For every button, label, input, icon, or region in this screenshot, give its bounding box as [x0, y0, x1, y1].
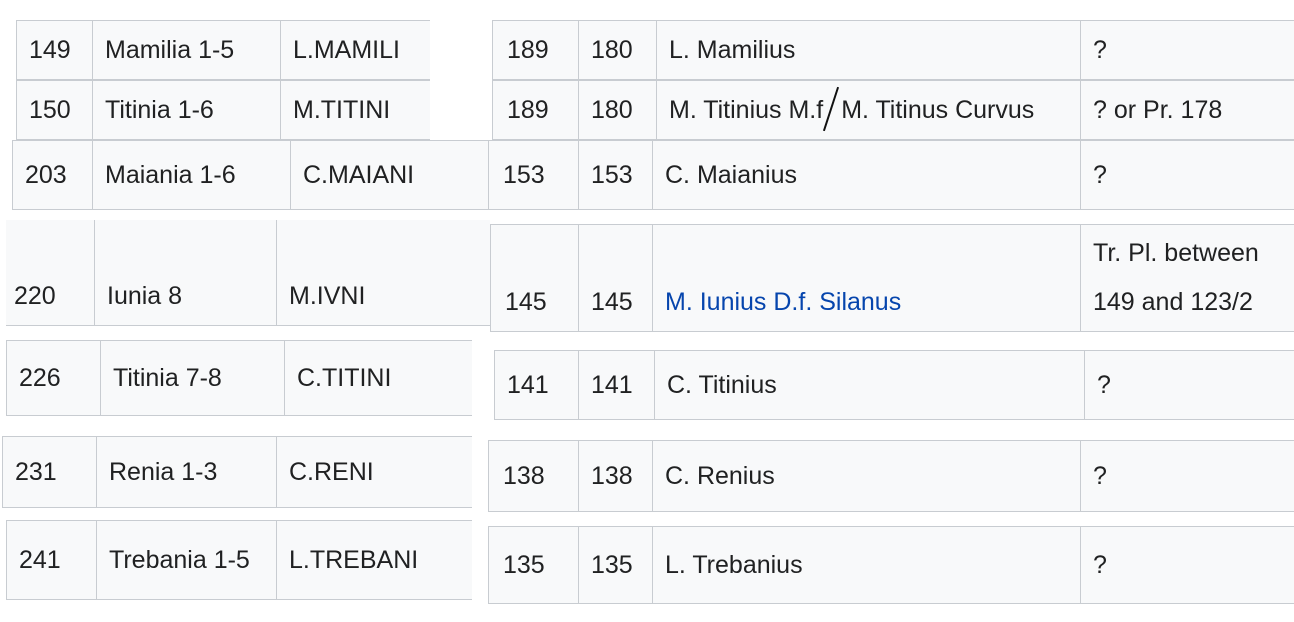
cell-moneyer: L. Mamilius: [656, 21, 1080, 79]
moneyer-name-b: M. Titinus Curvus: [841, 95, 1035, 124]
office-line-2: 149 and 123/2: [1093, 288, 1253, 316]
table-row-left: 149 Mamilia 1-5 L.MAMILI: [16, 20, 430, 80]
cell-legend: M.IVNI: [276, 220, 490, 325]
slash-mark: [823, 86, 840, 132]
table-row-right: 153 153 C. Maianius ?: [488, 140, 1294, 210]
table-row-left: 231 Renia 1-3 C.RENI: [2, 436, 472, 508]
table-row-right: 138 138 C. Renius ?: [488, 440, 1294, 512]
table-row-right: 189 180 M. Titinius M.f M. Titinus Curvu…: [492, 80, 1294, 140]
cell-no: 203: [12, 141, 92, 209]
cell-gens: Iunia 8: [94, 220, 276, 325]
cell-date2: 141: [578, 351, 654, 419]
cell-moneyer: C. Renius: [652, 441, 1080, 511]
table-row-left: 203 Maiania 1-6 C.MAIANI: [12, 140, 488, 210]
cell-date2: 135: [578, 527, 652, 603]
cell-gens: Titinia 7-8: [100, 341, 284, 415]
cell-date2: 153: [578, 141, 652, 209]
moneyer-name-a: M. Titinius M.f: [669, 95, 824, 124]
cell-office: ?: [1080, 21, 1294, 79]
table-row-left: 226 Titinia 7-8 C.TITINI: [6, 340, 472, 416]
cell-legend: M.TITINI: [280, 81, 430, 139]
table-row-left: 150 Titinia 1-6 M.TITINI: [16, 80, 430, 140]
cell-date1: 138: [488, 441, 578, 511]
cell-office: ?: [1080, 141, 1294, 209]
cell-gens: Mamilia 1-5: [92, 21, 276, 79]
cell-no: 231: [2, 437, 96, 507]
cell-date1: 189: [492, 21, 578, 79]
cell-no: 220: [14, 282, 56, 310]
cell-date1: 189: [492, 81, 578, 139]
cell-moneyer: C. Maianius: [652, 141, 1080, 209]
table-row-right: 135 135 L. Trebanius ?: [488, 526, 1294, 604]
table-row-right: 189 180 L. Mamilius ?: [492, 20, 1294, 80]
cell-date1: 153: [488, 141, 578, 209]
cell-date1: 135: [488, 527, 578, 603]
table-row-right: 141 141 C. Titinius ?: [494, 350, 1294, 420]
cell-no: 226: [6, 341, 100, 415]
cell-gens: Renia 1-3: [96, 437, 276, 507]
cell-office: ? or Pr. 178: [1080, 81, 1294, 139]
cell-office: ?: [1080, 527, 1294, 603]
cell-office: Tr. Pl. between 149 and 123/2: [1080, 225, 1294, 331]
cell-legend: L.MAMILI: [280, 21, 430, 79]
table-row-left: 241 Trebania 1-5 L.TREBANI: [6, 520, 472, 600]
cell-legend: C.MAIANI: [290, 141, 488, 209]
cell-moneyer: C. Titinius: [654, 351, 1084, 419]
cell-gens: Trebania 1-5: [96, 521, 276, 599]
cell-moneyer: M. Titinius M.f M. Titinus Curvus: [656, 81, 1080, 139]
cell-date2: 145: [578, 225, 652, 331]
cell-no: 149: [16, 21, 92, 79]
table-row-left: 220 Iunia 8 M.IVNI: [6, 220, 490, 326]
cell-date2: 138: [578, 441, 652, 511]
cell-moneyer[interactable]: M. Iunius D.f. Silanus: [652, 225, 1080, 331]
cell-gens: Maiania 1-6: [92, 141, 290, 209]
moneyer-link[interactable]: M. Iunius D.f. Silanus: [665, 288, 902, 316]
cell-date2: 180: [578, 21, 656, 79]
cell-no: 241: [6, 521, 96, 599]
cell-legend: C.RENI: [276, 437, 472, 507]
cell-legend: C.TITINI: [284, 341, 472, 415]
cell-office: ?: [1084, 351, 1294, 419]
cell-no: 150: [16, 81, 92, 139]
cell-legend: L.TREBANI: [276, 521, 472, 599]
table-row-right: 145 145 M. Iunius D.f. Silanus Tr. Pl. b…: [490, 224, 1294, 332]
office-line-1: Tr. Pl. between: [1093, 239, 1259, 267]
cell-gens: Titinia 1-6: [92, 81, 276, 139]
cell-date1: 141: [494, 351, 578, 419]
cell-office: ?: [1080, 441, 1294, 511]
cell-moneyer: L. Trebanius: [652, 527, 1080, 603]
cell-date1: 145: [490, 225, 578, 331]
cell-date2: 180: [578, 81, 656, 139]
